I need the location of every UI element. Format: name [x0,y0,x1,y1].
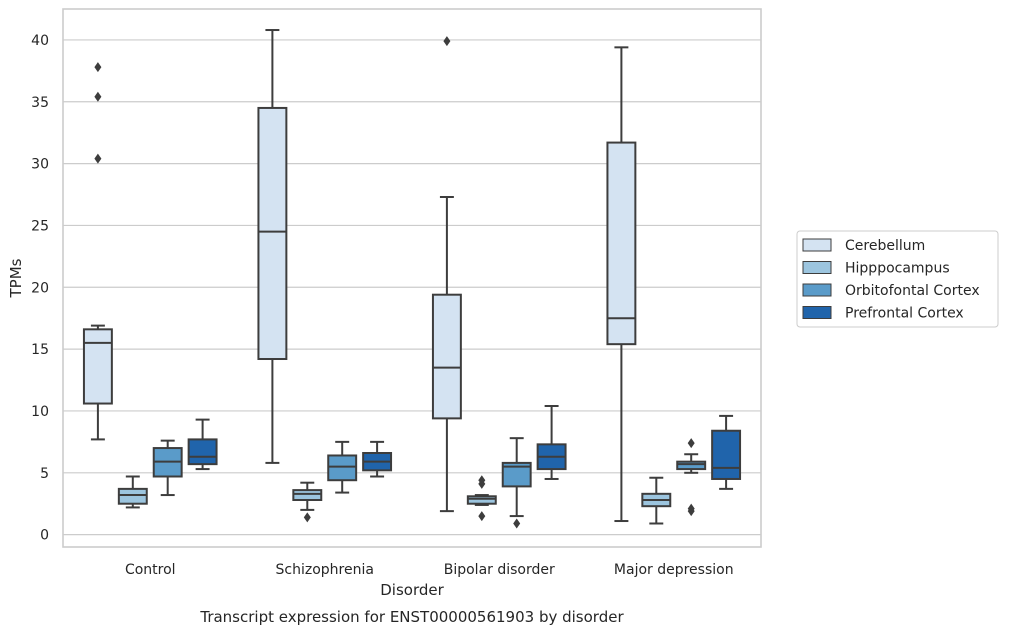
outlier-point [94,91,102,102]
box-2-0 [431,36,462,513]
box-1-2 [327,440,358,494]
y-axis-label: TPMs [7,258,25,298]
box-iqr [501,461,532,488]
legend-swatch [802,238,832,252]
legend-swatch [802,306,832,319]
box-0-0 [82,62,113,441]
legend-swatch [802,283,832,297]
box-3-0 [606,46,637,523]
chart-caption: Transcript expression for ENST0000056190… [199,608,624,626]
box-iqr [327,454,358,482]
box-iqr [82,328,113,405]
box-iqr [431,293,462,420]
x-tick-label: Bipolar disorder [444,562,555,578]
box-2-2 [501,437,532,529]
box-0-1 [117,475,148,509]
y-tick-label: 10 [31,404,49,420]
x-tick-label: Major depression [614,562,734,578]
x-tick-labels: Control Schizophrenia Bipolar disorder Majo… [125,562,734,578]
y-tick-label: 20 [31,280,49,296]
outlier-point [478,475,486,486]
box-iqr [257,106,288,361]
box-3-3 [711,414,742,490]
box-iqr [711,429,742,480]
box-0-3 [187,418,218,471]
box-iqr [117,487,148,505]
box-1-3 [362,440,393,478]
box-1-0 [257,29,288,464]
y-tick-label: 15 [31,342,49,358]
box-3-1 [641,476,672,525]
outlier-point [94,153,102,164]
x-tick-label: Schizophrenia [276,562,374,578]
y-tick-label: 0 [40,528,49,544]
x-axis-label: Disorder [380,581,444,599]
x-tick-label: Control [125,562,176,578]
legend-label: Orbitofontal Cortex [845,283,980,299]
y-tick-label: 40 [31,33,49,49]
outlier-point [443,36,451,47]
box-iqr [606,141,637,346]
y-tick-label: 25 [31,218,49,234]
plot-frame [62,8,762,548]
outlier-point [303,512,311,523]
legend-label: Prefrontal Cortex [845,306,964,322]
box-0-2 [152,439,183,497]
y-tick-label: 30 [31,157,49,173]
box-3-2 [676,438,707,517]
outlier-point [478,511,486,522]
box-iqr [292,489,323,502]
box-1-1 [292,481,323,523]
box-iqr [676,460,707,471]
legend-label: Cerebellum [845,238,925,254]
outlier-point [513,518,521,529]
box-2-3 [536,405,567,480]
legend-frame [796,230,999,328]
outlier-point [687,503,695,514]
box-iqr [466,495,497,505]
box-2-1 [466,475,497,522]
box-iqr [187,438,218,466]
legend-swatch [802,261,832,274]
y-tick-label: 35 [31,95,49,111]
gridlines [63,39,761,536]
outlier-point [687,438,695,449]
y-tick-label: 5 [40,466,49,482]
legend: Cerebellum Hipppocampus Orbitofontal Corte… [796,230,999,328]
legend-label: Hipppocampus [845,261,950,277]
outlier-point [94,62,102,73]
y-tick-labels: 0 5 10 15 20 25 30 35 40 [31,33,49,544]
plot-boxes [82,29,742,529]
